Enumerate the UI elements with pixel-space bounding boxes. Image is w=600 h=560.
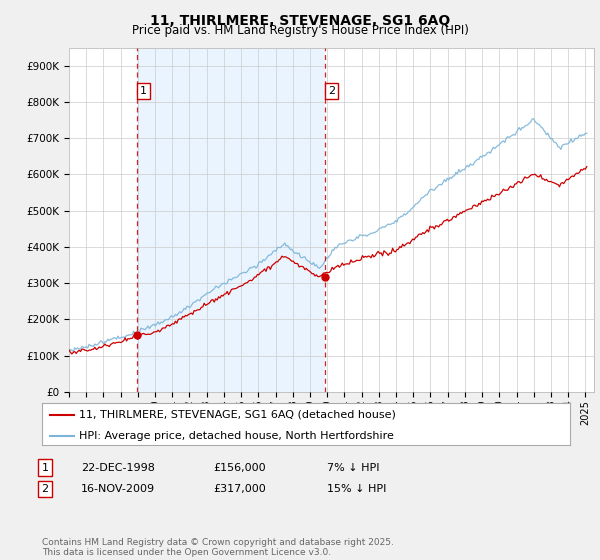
Text: 1: 1: [41, 463, 49, 473]
Text: 15% ↓ HPI: 15% ↓ HPI: [327, 484, 386, 494]
Text: £317,000: £317,000: [213, 484, 266, 494]
Text: 11, THIRLMERE, STEVENAGE, SG1 6AQ (detached house): 11, THIRLMERE, STEVENAGE, SG1 6AQ (detac…: [79, 410, 396, 420]
Text: 16-NOV-2009: 16-NOV-2009: [81, 484, 155, 494]
Text: Contains HM Land Registry data © Crown copyright and database right 2025.
This d: Contains HM Land Registry data © Crown c…: [42, 538, 394, 557]
Text: Price paid vs. HM Land Registry's House Price Index (HPI): Price paid vs. HM Land Registry's House …: [131, 24, 469, 36]
Text: 1: 1: [140, 86, 147, 96]
Text: 2: 2: [328, 86, 335, 96]
Bar: [137, 48, 325, 392]
Text: 11, THIRLMERE, STEVENAGE, SG1 6AQ: 11, THIRLMERE, STEVENAGE, SG1 6AQ: [150, 14, 450, 28]
Text: HPI: Average price, detached house, North Hertfordshire: HPI: Average price, detached house, Nort…: [79, 431, 394, 441]
Text: 2: 2: [41, 484, 49, 494]
Text: £156,000: £156,000: [213, 463, 266, 473]
Text: 7% ↓ HPI: 7% ↓ HPI: [327, 463, 380, 473]
Text: 22-DEC-1998: 22-DEC-1998: [81, 463, 155, 473]
